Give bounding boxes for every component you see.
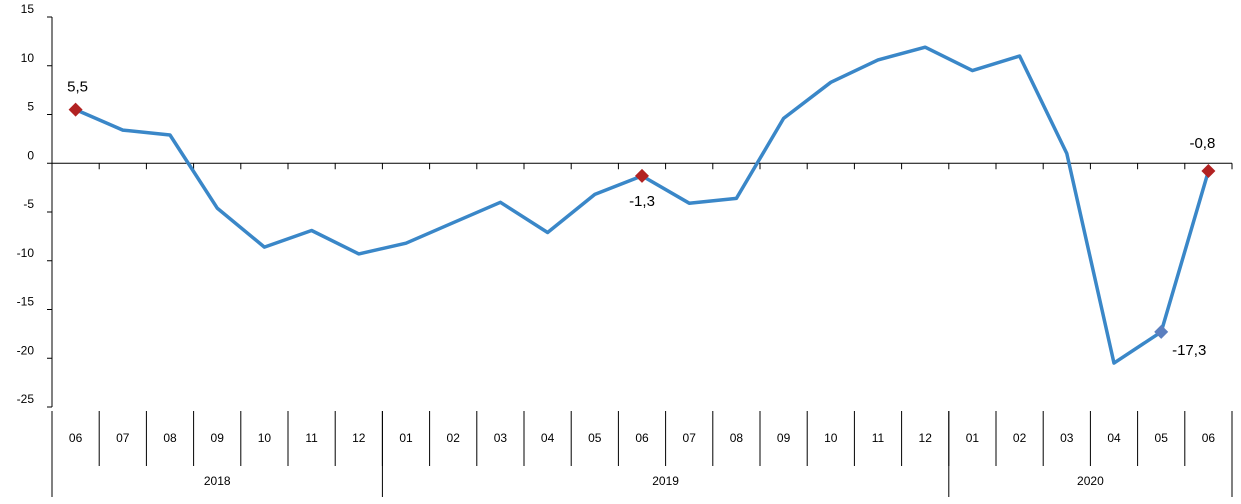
data-label: 5,5 (67, 79, 88, 96)
x-tick-label: 05 (1155, 431, 1169, 445)
x-tick-label: 07 (116, 431, 130, 445)
y-tick-label: 0 (27, 148, 34, 162)
x-tick-label: 11 (872, 431, 885, 445)
year-label: 2019 (652, 474, 679, 488)
x-tick-label: 01 (399, 431, 413, 445)
y-axis-ticks: 15 10 5 0 -5 -10 -15 -20 -25 (17, 2, 52, 408)
x-tick-label: 10 (258, 431, 272, 445)
data-marker (1201, 164, 1216, 179)
year-groups: 2018 2019 2020 (51, 411, 1233, 497)
data-marker (635, 168, 649, 183)
data-marker (68, 102, 83, 117)
x-tick-label: 06 (1202, 431, 1216, 445)
data-marker (1154, 324, 1169, 339)
year-label: 2020 (1077, 474, 1104, 488)
x-tick-label: 07 (683, 431, 697, 445)
x-tick-label: 03 (494, 431, 508, 445)
highlight-markers: 5,5 -1,3 -17,3 -0,8 (67, 79, 1216, 359)
y-tick-label: -20 (17, 343, 35, 357)
x-tick-label: 08 (163, 431, 177, 445)
x-tick-label: 04 (1107, 431, 1121, 445)
x-tick-label: 06 (69, 431, 83, 445)
axes (51, 17, 1232, 407)
data-label: -0,8 (1189, 135, 1215, 152)
x-tick-label: 06 (635, 431, 649, 445)
data-label: -17,3 (1172, 342, 1206, 359)
y-tick-label: 10 (21, 51, 35, 65)
y-tick-label: -5 (23, 197, 34, 211)
x-tick-label: 12 (352, 431, 366, 445)
y-tick-label: -15 (17, 295, 35, 309)
x-tick-label: 03 (1060, 431, 1074, 445)
x-tick-label: 12 (919, 431, 933, 445)
data-label: -1,3 (629, 193, 655, 210)
x-tick-label: 09 (777, 431, 791, 445)
x-tick-label: 11 (305, 431, 318, 445)
x-tick-label: 10 (824, 431, 838, 445)
x-tick-label: 02 (447, 431, 461, 445)
y-tick-label: -25 (17, 392, 35, 406)
year-label: 2018 (204, 474, 231, 488)
x-tick-label: 02 (1013, 431, 1027, 445)
y-tick-label: 5 (27, 100, 34, 114)
x-tick-label: 09 (211, 431, 225, 445)
y-tick-label: -10 (17, 246, 35, 260)
x-tick-label: 04 (541, 431, 555, 445)
x-tick-label: 01 (966, 431, 980, 445)
x-tick-label: 05 (588, 431, 602, 445)
y-tick-label: 15 (21, 2, 35, 16)
x-tick-label: 08 (730, 431, 744, 445)
